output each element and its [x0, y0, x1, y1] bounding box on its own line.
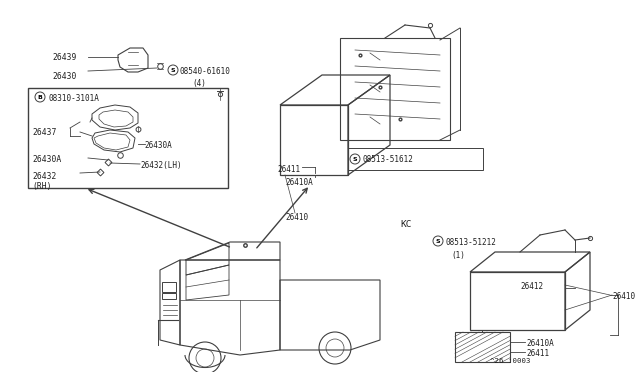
Text: 26411: 26411	[277, 165, 300, 174]
Text: 26410A: 26410A	[285, 178, 313, 187]
Text: ^26 :0003: ^26 :0003	[490, 358, 531, 364]
Text: (4): (4)	[192, 79, 206, 88]
Text: 08310-3101A: 08310-3101A	[48, 94, 99, 103]
Bar	[162, 293, 176, 299]
Text: 08513-51212: 08513-51212	[446, 238, 497, 247]
Text: S: S	[171, 67, 175, 73]
Text: 26410: 26410	[612, 292, 635, 301]
Text: 26412: 26412	[520, 282, 543, 291]
Text: (RH): (RH)	[32, 182, 51, 191]
Circle shape	[350, 154, 360, 164]
Text: 08540-61610: 08540-61610	[180, 67, 231, 76]
Text: S: S	[436, 238, 440, 244]
Text: 26432: 26432	[32, 172, 56, 181]
Circle shape	[433, 236, 443, 246]
Bar	[28, 88, 228, 188]
Text: 26430A: 26430A	[32, 155, 61, 164]
Text: 26430: 26430	[52, 72, 76, 81]
Text: 26410: 26410	[285, 213, 308, 222]
Text: B: B	[38, 94, 42, 99]
Text: 26432(LH): 26432(LH)	[140, 161, 182, 170]
Text: 26410A: 26410A	[526, 339, 554, 348]
Text: 26430A: 26430A	[144, 141, 172, 150]
Text: 26439: 26439	[52, 53, 76, 62]
Text: S: S	[353, 157, 357, 161]
Text: 26411: 26411	[526, 349, 549, 358]
Circle shape	[35, 92, 45, 102]
Text: 26437: 26437	[32, 128, 56, 137]
Bar	[348, 148, 483, 170]
Text: (1): (1)	[451, 251, 465, 260]
Text: 08513-51612: 08513-51612	[363, 155, 414, 164]
Circle shape	[168, 65, 178, 75]
Bar	[470, 272, 565, 330]
Bar	[162, 282, 176, 292]
Text: KC: KC	[400, 220, 412, 229]
